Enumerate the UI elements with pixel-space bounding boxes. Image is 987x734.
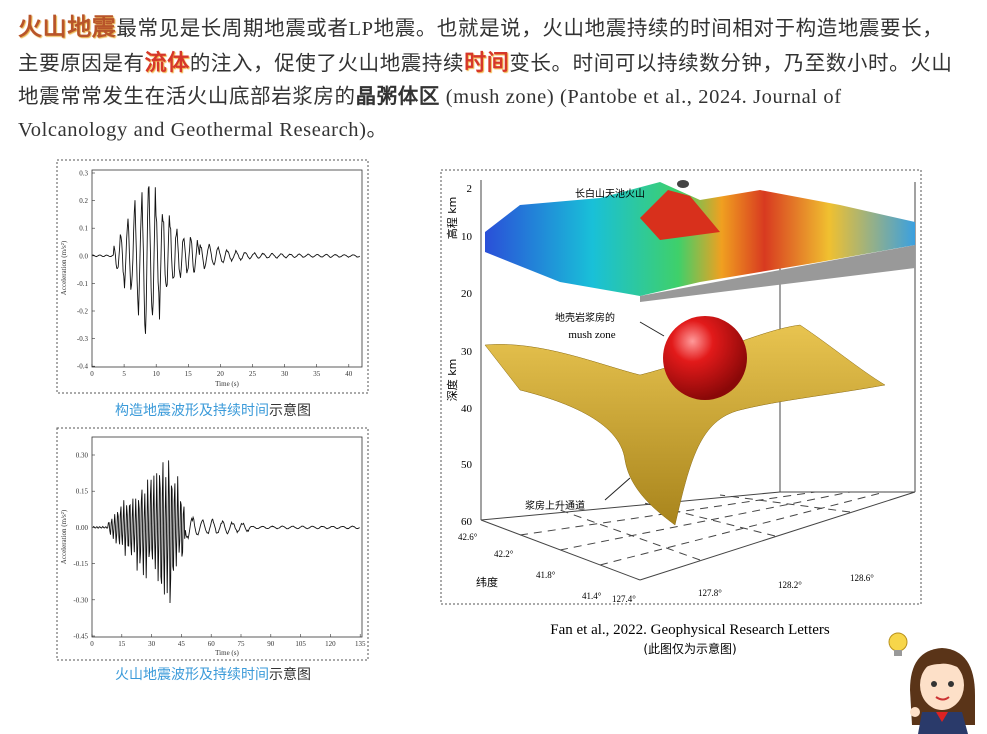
y-tick-label: 0.00: [76, 524, 89, 532]
ticks-3d: 2 10 20 30 40 50 60 42.6° 42.2° 41.8° 41.4° 127.4° 1…: [458, 183, 874, 604]
axis-label: 纬度: [476, 575, 498, 589]
depth-tick-label: 60: [461, 516, 473, 528]
label: 浆房上升通道: [525, 499, 585, 512]
y-tick-label: 0.3: [79, 170, 88, 178]
caption-text: 示意图: [269, 666, 311, 683]
waveform: [92, 186, 360, 334]
bold-text: 晶粥体区: [355, 86, 441, 108]
x-tick-label: 20: [217, 370, 225, 378]
y-tick-label: -0.1: [77, 280, 89, 288]
text: (mush zone) (Pantobe et al., 2024. Journ…: [18, 86, 842, 141]
figure-3d: [480, 180, 916, 581]
y-label: Acceleration (m/s²): [60, 240, 68, 295]
depth-tick-label: 2: [467, 183, 473, 195]
paragraph: 火山地震最常见是长周期地震或者LP地震。也就是说，火山地震持续的时间相对于构造地…: [18, 12, 953, 147]
x-tick-label: 30: [281, 370, 289, 378]
label: 地壳岩浆房的: [555, 311, 615, 324]
frame: [440, 169, 922, 605]
y-tick-label: -0.4: [77, 363, 89, 371]
citation: Fan et al., 2022. Geophysical Research L…: [550, 622, 830, 638]
frame: [56, 427, 369, 661]
depth-tick-label: 50: [461, 459, 473, 471]
y-tick-label: 0.30: [76, 452, 89, 460]
x-label: Time (s): [215, 380, 239, 388]
caption-text: 示意图: [269, 402, 311, 419]
x-tick-label: 15: [185, 370, 193, 378]
axis-label: 深度 km: [445, 359, 459, 402]
x-tick-label: 45: [178, 640, 186, 648]
x-tick-label: 15: [118, 640, 126, 648]
latitude-tick-label: 42.2°: [494, 549, 514, 559]
y-tick-label: -0.3: [77, 335, 89, 343]
caption-highlight: 构造地震波形及持续时间: [115, 402, 269, 419]
x-tick-label: 0: [90, 370, 94, 378]
depth-tick-label: 30: [461, 346, 473, 358]
x-tick-label: 75: [238, 640, 246, 648]
x-label: Time (s): [215, 649, 239, 657]
label: 长白山天池火山: [575, 187, 645, 200]
x-tick-label: 120: [325, 640, 336, 648]
x-tick-label: 25: [249, 370, 257, 378]
text: 的注入，促使了火山地震持续: [189, 53, 465, 75]
plot-area: [91, 436, 363, 638]
y-tick-label: 0.0: [79, 252, 88, 260]
plot-area: [91, 169, 363, 368]
cartoon: [888, 632, 975, 734]
highlight: 火山地震: [18, 15, 117, 41]
chart-2: 0 15 30 45 60 75 90 105 120 135 0.30 0.15 0.00 -0.15 -…: [73, 452, 366, 649]
text: 最常见是长周期地震或者LP地震。也就是说，火山地震持续的时间相对于构造地震要长，…: [18, 18, 944, 75]
depth-tick-label: 20: [461, 288, 473, 300]
y-tick-label: -0.15: [73, 560, 88, 568]
latitude-tick-label: 41.8°: [536, 570, 556, 580]
frame: [56, 159, 369, 394]
caption-highlight: 火山地震波形及持续时间: [115, 666, 269, 683]
text: 变长。时间可以持续数分钟，乃至数小时。火山地震常常发生在活火山底部岩浆房的: [18, 53, 953, 108]
highlight: 时间: [464, 50, 510, 75]
label: mush zone: [568, 329, 615, 341]
depth-tick-label: 10: [461, 231, 473, 243]
caption: 构造地震波形及持续时间示意图: [115, 402, 311, 419]
x-tick-label: 40: [345, 370, 353, 378]
depth-tick-label: 40: [461, 403, 473, 415]
x-tick-label: 5: [122, 370, 126, 378]
y-tick-label: 0.1: [79, 225, 88, 233]
highlight: 流体: [144, 50, 190, 75]
x-tick-label: 30: [148, 640, 156, 648]
caption: 火山地震波形及持续时间示意图: [115, 666, 311, 683]
latitude-tick-label: 41.4°: [582, 591, 602, 601]
axis-label: 高程 km: [445, 197, 459, 240]
longitude-tick-label: 127.4°: [612, 594, 636, 604]
x-tick-label: 10: [153, 370, 161, 378]
x-tick-label: 90: [267, 640, 275, 648]
x-tick-label: 60: [208, 640, 216, 648]
longitude-tick-label: 128.6°: [850, 573, 874, 583]
waveform: [92, 460, 360, 604]
x-tick-label: 105: [295, 640, 306, 648]
y-tick-label: 0.2: [79, 197, 88, 205]
note: (此图仅为示意图): [643, 641, 736, 656]
chart-1: 0 5 10 15 20 25 30 35 40 0.3 0.2 0.1 0.0 -0.1 -0.2 -0.3…: [77, 170, 360, 378]
longitude-tick-label: 127.8°: [698, 588, 722, 598]
x-tick-label: 35: [313, 370, 321, 378]
x-tick-label: 135: [355, 640, 366, 648]
x-tick-label: 0: [90, 640, 94, 648]
y-tick-label: -0.30: [73, 596, 88, 604]
y-tick-label: -0.45: [73, 633, 88, 641]
y-label: Acceleration (m/s²): [60, 509, 68, 564]
y-tick-label: -0.2: [77, 308, 89, 316]
longitude-tick-label: 128.2°: [778, 580, 802, 590]
y-tick-label: 0.15: [76, 488, 89, 496]
latitude-tick-label: 42.6°: [458, 532, 478, 542]
